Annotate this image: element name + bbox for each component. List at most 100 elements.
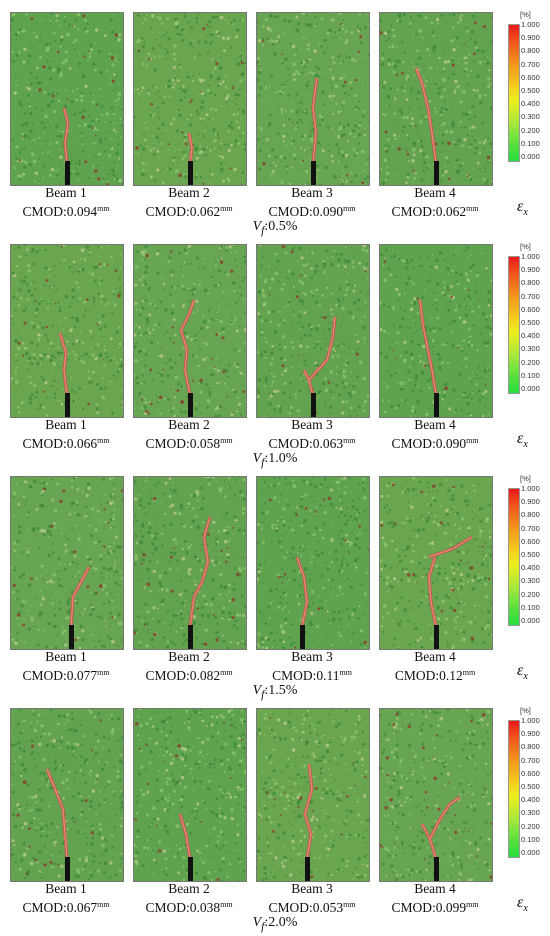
beam-name: Beam 4 <box>373 185 497 201</box>
cmod-unit: mm <box>466 436 478 445</box>
cmod-number: CMOD:0.11 <box>272 668 339 683</box>
colorbar-tick-label: 0.000 <box>521 616 540 625</box>
beam-name: Beam 3 <box>250 417 374 433</box>
colorbar-tick-label: 0.600 <box>521 305 540 314</box>
colorbar-tick-label: 0.400 <box>521 563 540 572</box>
beam-name: Beam 4 <box>373 881 497 897</box>
cmod-unit: mm <box>97 436 109 445</box>
cmod-number: CMOD:0.063 <box>268 436 343 451</box>
strain-symbol: εx <box>517 198 528 218</box>
cmod-number: CMOD:0.053 <box>268 900 343 915</box>
colorbar-tick-label: 0.700 <box>521 524 540 533</box>
colorbar-tick-label: 0.900 <box>521 33 540 42</box>
fiber-volume-label: Vf:1.0% <box>0 451 550 471</box>
cmod-unit: mm <box>220 436 232 445</box>
colorbar-tick-label: 1.000 <box>521 20 540 29</box>
strain-colorbar <box>508 488 520 626</box>
vf-symbol: Vf <box>253 683 265 698</box>
cmod-value: CMOD:0.12mm <box>373 665 497 684</box>
beam-name: Beam 1 <box>4 185 128 201</box>
cmod-unit: mm <box>97 204 109 213</box>
strain-symbol-sub: x <box>523 903 527 914</box>
colorbar-tick-label: 0.200 <box>521 822 540 831</box>
beam-name: Beam 2 <box>127 881 251 897</box>
cmod-value: CMOD:0.038mm <box>127 897 251 916</box>
cmod-unit: mm <box>343 436 355 445</box>
fiber-volume-label: Vf:1.5% <box>0 683 550 703</box>
beam-name: Beam 4 <box>373 649 497 665</box>
colorbar-tick-label: 0.400 <box>521 795 540 804</box>
cmod-value: CMOD:0.090mm <box>373 433 497 452</box>
beam-strain-image <box>379 12 493 186</box>
vf-value: :2.0% <box>264 915 297 930</box>
cmod-value: CMOD:0.066mm <box>4 433 128 452</box>
colorbar-tick-label: 0.800 <box>521 510 540 519</box>
beam-name: Beam 3 <box>250 185 374 201</box>
fiber-volume-label: Vf:0.5% <box>0 219 550 239</box>
colorbar-tick-label: 0.600 <box>521 769 540 778</box>
beam-strain-image <box>256 244 370 418</box>
colorbar-tick-label: 0.200 <box>521 358 540 367</box>
beam-strain-image <box>10 476 124 650</box>
cmod-value: CMOD:0.077mm <box>4 665 128 684</box>
cmod-unit: mm <box>463 668 475 677</box>
vf-symbol: Vf <box>253 219 265 234</box>
colorbar-tick-label: 0.100 <box>521 603 540 612</box>
colorbar-tick-label: 0.600 <box>521 537 540 546</box>
colorbar-tick-label: 0.400 <box>521 331 540 340</box>
colorbar-tick-label: 0.400 <box>521 99 540 108</box>
colorbar-unit: [%] <box>520 10 531 19</box>
colorbar-tick-label: 0.600 <box>521 73 540 82</box>
cmod-unit: mm <box>339 668 351 677</box>
colorbar-tick-label: 0.000 <box>521 848 540 857</box>
cmod-number: CMOD:0.090 <box>268 204 343 219</box>
cmod-number: CMOD:0.090 <box>391 436 466 451</box>
cmod-unit: mm <box>220 668 232 677</box>
strain-colorbar <box>508 256 520 394</box>
beam-name: Beam 4 <box>373 417 497 433</box>
colorbar-tick-label: 0.900 <box>521 265 540 274</box>
cmod-value: CMOD:0.063mm <box>250 433 374 452</box>
colorbar-tick-label: 0.800 <box>521 742 540 751</box>
cmod-value: CMOD:0.062mm <box>373 201 497 220</box>
cmod-number: CMOD:0.099 <box>391 900 466 915</box>
beam-strain-image <box>10 708 124 882</box>
beam-name: Beam 3 <box>250 881 374 897</box>
beam-name: Beam 1 <box>4 417 128 433</box>
colorbar-tick-label: 0.100 <box>521 835 540 844</box>
colorbar-tick-label: 1.000 <box>521 716 540 725</box>
beam-strain-image <box>133 244 247 418</box>
cmod-value: CMOD:0.082mm <box>127 665 251 684</box>
cmod-number: CMOD:0.12 <box>395 668 463 683</box>
colorbar-tick-label: 0.200 <box>521 126 540 135</box>
colorbar-tick-label: 0.800 <box>521 46 540 55</box>
cmod-value: CMOD:0.11mm <box>250 665 374 684</box>
beam-strain-image <box>256 708 370 882</box>
strain-symbol: εx <box>517 894 528 914</box>
cmod-value: CMOD:0.067mm <box>4 897 128 916</box>
cmod-unit: mm <box>343 900 355 909</box>
colorbar-tick-label: 0.700 <box>521 60 540 69</box>
colorbar-tick-label: 0.500 <box>521 318 540 327</box>
vf-symbol: Vf <box>253 451 265 466</box>
cmod-unit: mm <box>220 900 232 909</box>
cmod-number: CMOD:0.067 <box>22 900 97 915</box>
beam-name: Beam 3 <box>250 649 374 665</box>
colorbar-tick-label: 0.700 <box>521 756 540 765</box>
beam-strain-image <box>10 244 124 418</box>
vf-value: :1.0% <box>264 451 297 466</box>
strain-symbol-sub: x <box>523 207 527 218</box>
vf-value: :0.5% <box>264 219 297 234</box>
